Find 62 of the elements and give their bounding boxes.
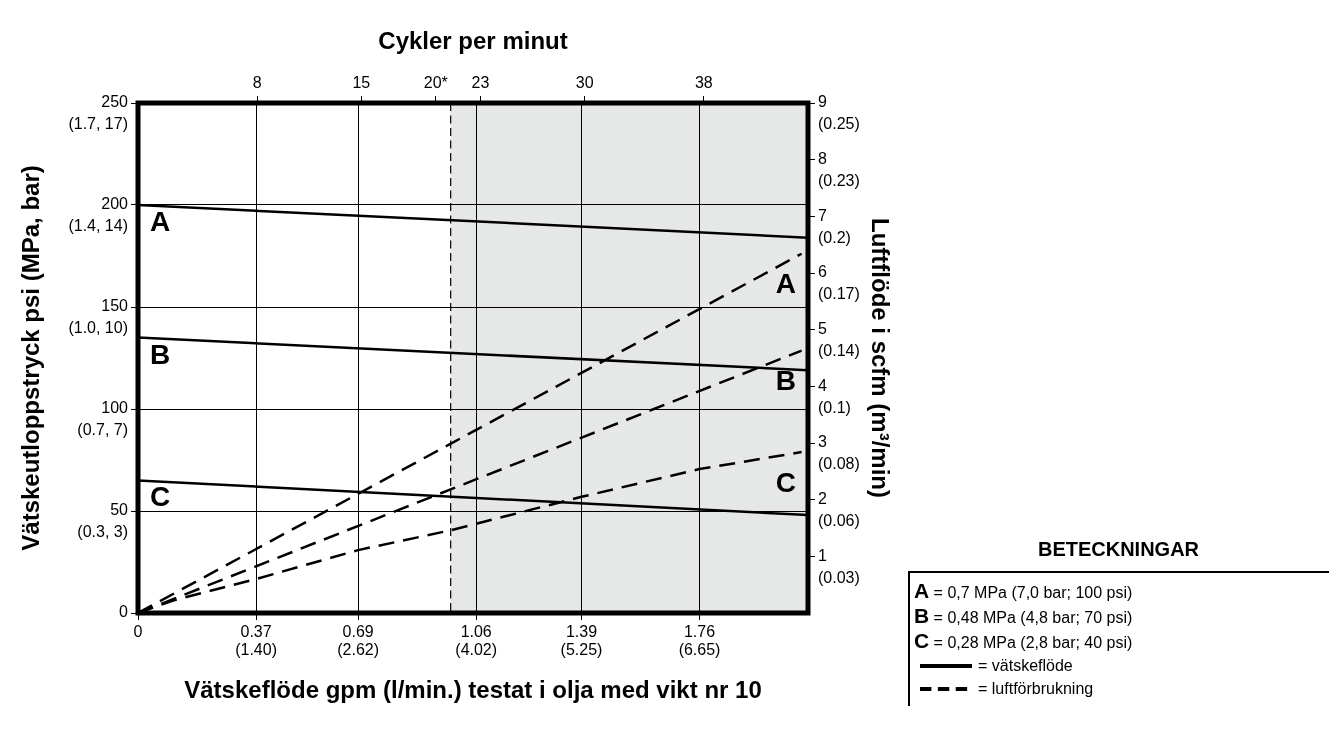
y2-tick-label: 5 xyxy=(818,320,827,338)
text: (0.7, 7) xyxy=(77,421,128,439)
x2-tick-label: 15 xyxy=(352,73,371,91)
y2-tick-label: 3 xyxy=(818,433,827,451)
text: (0.06) xyxy=(818,512,860,530)
x-tick-label: 1.39 xyxy=(565,623,598,641)
text: C = 0,28 MPa (2,8 bar; 40 psi) xyxy=(914,629,1134,654)
y-tick-label: 200 xyxy=(101,195,129,213)
text: (0.17) xyxy=(818,285,860,303)
text: (1.7, 17) xyxy=(68,115,128,133)
y2-tick-label: 9 xyxy=(818,93,827,111)
y-tick-label: 0 xyxy=(119,603,129,621)
x2-axis-title: Cykler per minut xyxy=(378,27,568,55)
y-tick-label: 50 xyxy=(110,501,129,519)
y2-tick-label: 6 xyxy=(818,263,827,281)
y2-tick-label: 4 xyxy=(818,376,827,394)
text: (0.3, 3) xyxy=(77,523,128,541)
text: (0.14) xyxy=(818,342,860,360)
text: (0.1) xyxy=(818,398,851,416)
x2-tick-label: 23 xyxy=(471,73,490,91)
x2-tick-label: 38 xyxy=(694,73,713,91)
text: (0.23) xyxy=(818,172,860,190)
x2-tick-label: 30 xyxy=(575,73,594,91)
series-label: B xyxy=(150,338,171,370)
x-tick-label: 0 xyxy=(133,623,143,641)
text: = luftförbrukning xyxy=(978,679,1094,699)
text: (1.4, 14) xyxy=(68,217,128,235)
y-tick-label: 100 xyxy=(101,399,129,417)
y2-tick-label: 1 xyxy=(818,546,827,564)
legend-title: BETECKNINGAR xyxy=(1036,538,1201,561)
series-label: C xyxy=(775,466,796,498)
y2-tick-label: 8 xyxy=(818,150,827,168)
y2-tick-label: 7 xyxy=(818,206,827,224)
x2-tick-label: 20* xyxy=(423,73,448,91)
text: (0.2) xyxy=(818,228,851,246)
x-tick-label: 0.69 xyxy=(342,623,374,641)
text: = vätskeflöde xyxy=(978,656,1073,676)
x-axis-title: Vätskeflöde gpm (l/min.) testat i olja med vikt nr 10 xyxy=(184,676,762,704)
text: B = 0,48 MPa (4,8 bar; 70 psi) xyxy=(914,604,1134,629)
text: (1.40) xyxy=(235,641,277,659)
y2-axis-title: Luftflöde i scfm (m³/min) xyxy=(866,218,894,498)
series-label: A xyxy=(150,206,171,237)
text: (2.62) xyxy=(337,641,380,659)
y-tick-label: 150 xyxy=(101,297,129,315)
x-tick-label: 1.76 xyxy=(683,623,716,641)
x2-tick-label: 8 xyxy=(252,73,262,91)
y-tick-label: 250 xyxy=(101,93,129,111)
x-tick-label: 1.06 xyxy=(460,623,492,641)
text: A = 0,7 MPa (7,0 bar; 100 psi) xyxy=(914,579,1134,604)
text: (5.25) xyxy=(560,641,603,659)
text: (0.03) xyxy=(818,568,860,586)
text: (6.65) xyxy=(678,641,721,659)
y2-tick-label: 2 xyxy=(818,490,827,508)
y-axis-title: Vätskeutloppstryck psi (MPa, bar) xyxy=(17,165,45,551)
series-label: A xyxy=(775,268,796,300)
text: (4.02) xyxy=(455,641,498,659)
x-tick-label: 0.37 xyxy=(240,623,272,641)
text: (1.0, 10) xyxy=(68,319,128,337)
text: (0.08) xyxy=(818,455,860,473)
text: (0.25) xyxy=(818,115,860,133)
series-label: C xyxy=(150,481,171,513)
series-label: B xyxy=(775,365,796,397)
